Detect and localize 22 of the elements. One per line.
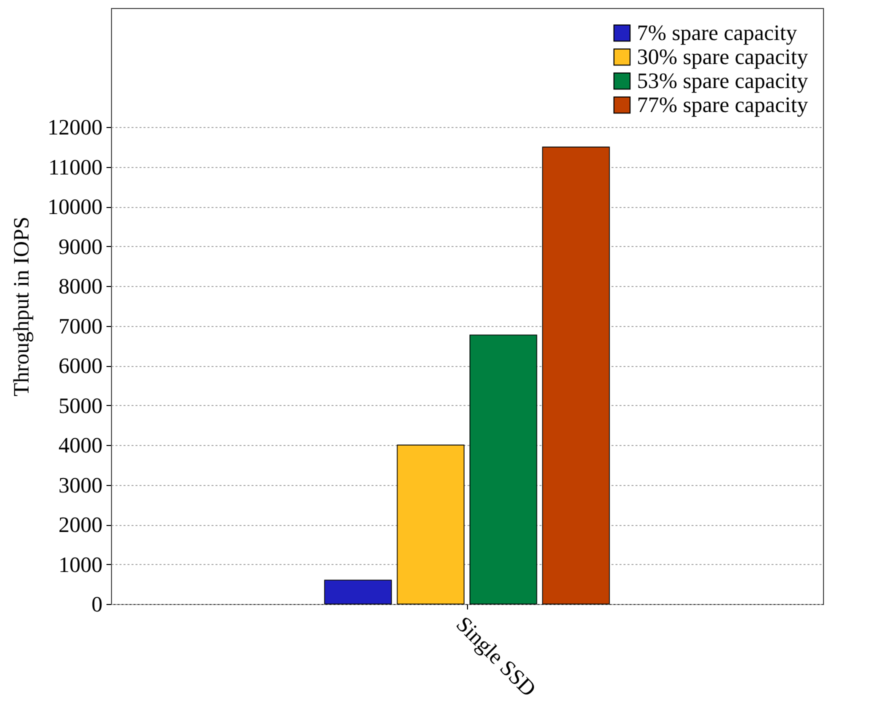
y-tick-label: 3000 bbox=[58, 472, 102, 498]
y-tick-label: 2000 bbox=[58, 512, 102, 538]
bar bbox=[396, 444, 464, 604]
bar bbox=[542, 146, 610, 604]
y-tick-label: 1000 bbox=[58, 552, 102, 577]
y-tick-label: 4000 bbox=[58, 432, 102, 458]
y-tick-label: 12000 bbox=[48, 114, 102, 140]
bar bbox=[470, 334, 538, 604]
y-tick-label: 5000 bbox=[58, 392, 102, 418]
y-tick-label: 6000 bbox=[58, 353, 102, 378]
bar bbox=[324, 580, 392, 604]
y-tick-label: 8000 bbox=[58, 274, 102, 299]
y-tick-label: 11000 bbox=[48, 154, 102, 180]
y-axis-title: Throughput in IOPS bbox=[8, 216, 34, 396]
legend-label: 7% spare capacity bbox=[637, 20, 798, 45]
y-tick-label: 7000 bbox=[58, 313, 102, 338]
legend-label: 53% spare capacity bbox=[637, 68, 808, 93]
y-tick-label: 9000 bbox=[58, 234, 102, 259]
y-tick-label: 0 bbox=[92, 592, 102, 616]
legend-label: 77% spare capacity bbox=[637, 92, 808, 117]
legend-label: 30% spare capacity bbox=[637, 44, 808, 69]
y-tick-label: 10000 bbox=[48, 194, 102, 220]
